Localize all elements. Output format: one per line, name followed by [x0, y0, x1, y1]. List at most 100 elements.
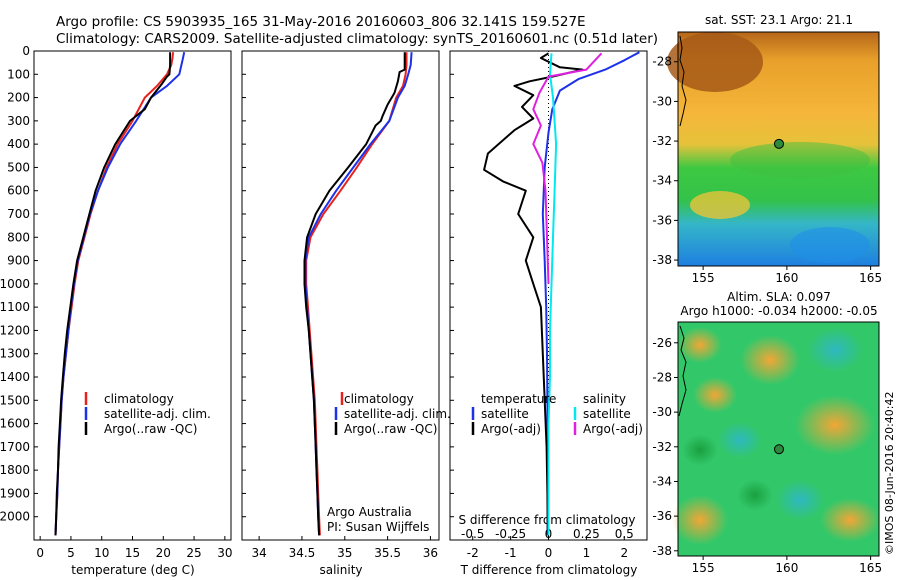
depth-tick-label: 1000: [0, 277, 30, 291]
sla-map-axes: 155 160 165 -26 -28 -30 -32 -34 -36 -38: [652, 336, 882, 575]
sla-warm-blob: [693, 377, 737, 413]
legend-label-climatology: climatology: [104, 392, 174, 406]
difference-x-label: T difference from climatology: [460, 563, 638, 577]
depth-tick-label: 900: [7, 254, 30, 268]
series-line-temperature-argo-adj-: [483, 52, 584, 536]
x-tick-label: 20: [156, 546, 171, 560]
depth-tick-label: 1800: [0, 463, 30, 477]
x-tick-label: 36: [423, 546, 438, 560]
map-x-tick-label: 160: [775, 271, 798, 285]
salinity-x-axis: 34 34.5 35 35.5 36: [251, 536, 438, 560]
sla-warm-blob: [672, 495, 728, 545]
map-y-tick-label: -30: [652, 94, 672, 108]
depth-tick-label: 200: [7, 91, 30, 105]
series-line-salinity-argo-adj-: [532, 52, 603, 284]
sst-map-frame: [677, 31, 880, 267]
x-tick-label: -1: [505, 546, 517, 560]
depth-tick-label: 1300: [0, 347, 30, 361]
series-line-argo-raw-qc-: [303, 52, 406, 536]
depth-tick-label: 1600: [0, 417, 30, 431]
salinity-x-label: salinity: [319, 563, 362, 577]
x-tick-label: 0: [36, 546, 44, 560]
sst-map-title: sat. SST: 23.1 Argo: 21.1: [705, 13, 853, 27]
depth-tick-label: 800: [7, 230, 30, 244]
depth-tick-label: 1100: [0, 300, 30, 314]
sst-coastline: [679, 35, 687, 127]
x-tick-label: 34.5: [289, 546, 316, 560]
pi-label: PI: Susan Wijffels: [327, 520, 429, 534]
depth-tick-label: 300: [7, 114, 30, 128]
sst-warm-patch: [667, 32, 763, 92]
legend-label-sal-argo: Argo(-adj): [583, 422, 643, 436]
map-x-tick-label: 155: [692, 271, 715, 285]
depth-tick-label: 1900: [0, 486, 30, 500]
legend-label-temp-satellite: satellite: [481, 407, 529, 421]
depth-tick-label: 1200: [0, 323, 30, 337]
map-y-tick-label: -32: [652, 134, 672, 148]
series-line-temperature-satellite: [541, 51, 640, 536]
temperature-legend: climatology satellite-adj. clim. Argo(..…: [84, 392, 211, 436]
series-line-salinity-satellite: [547, 53, 558, 536]
legend-label-satellite: satellite-adj. clim.: [344, 407, 451, 421]
depth-axis: 0 100 200 300 400 500 600 700 800 900 1000 1100 1200…: [0, 44, 454, 524]
sst-green-patch: [730, 142, 870, 178]
depth-tick-label: 1700: [0, 440, 30, 454]
sla-map-title-2: Argo h1000: -0.034 h2000: -0.05: [680, 304, 877, 318]
difference-legend: temperature salinity satellite Argo(-adj…: [471, 392, 643, 436]
legend-label-argo: Argo(..raw -QC): [104, 422, 197, 436]
sla-warm-blob: [820, 498, 880, 542]
map-y-tick-label: -26: [652, 336, 672, 350]
map-y-tick-label: -38: [652, 253, 672, 267]
depth-tick-label: 500: [7, 160, 30, 174]
series-line-argo-raw-qc-: [54, 52, 172, 536]
sla-green-blob: [682, 434, 718, 466]
map-y-tick-label: -28: [652, 370, 672, 384]
salinity-plot-frame: [241, 50, 440, 541]
difference-series: [483, 51, 640, 536]
map-y-tick-label: -32: [652, 440, 672, 454]
legend-title-salinity: salinity: [583, 392, 626, 406]
depth-tick-label: 600: [7, 184, 30, 198]
depth-tick-label: 100: [7, 67, 30, 81]
header-line-2: Climatology: CARS2009. Satellite-adjuste…: [56, 31, 658, 47]
map-y-tick-label: -38: [652, 544, 672, 558]
difference-x-axis: -2 -1 0 1 2: [467, 536, 628, 560]
x-tick-label: 35.5: [374, 546, 401, 560]
salinity-difference-x-axis: -0.5 -0.25 0 0.25 0.5: [461, 527, 634, 541]
sst-map-axes: 155 160 165 -28 -30 -32 -34 -36 -38: [652, 55, 882, 285]
x-tick-label: 30: [217, 546, 232, 560]
x-tick-label: 2: [620, 546, 628, 560]
x-tick-label: 25: [186, 546, 201, 560]
legend-title-temperature: temperature: [481, 392, 556, 406]
sla-cool-blob: [776, 480, 824, 520]
copyright-label: ©IMOS 08-Jun-2016 20:40:42: [883, 391, 896, 555]
legend-label-satellite: satellite-adj. clim.: [104, 407, 211, 421]
sla-cool-blob: [718, 422, 762, 458]
map-x-tick-label: 165: [859, 271, 882, 285]
map-y-tick-label: -36: [652, 509, 672, 523]
x-tick-label: -2: [467, 546, 479, 560]
map-x-tick-label: 160: [775, 561, 798, 575]
salinity-legend: climatology satellite-adj. clim. Argo(..…: [334, 392, 451, 436]
temperature-plot-frame: [33, 50, 232, 541]
sdiff-tick-label: -0.5: [461, 527, 484, 541]
map-y-tick-label: -30: [652, 405, 672, 419]
depth-tick-label: 0: [22, 44, 30, 58]
header-line-1: Argo profile: CS 5903935_165 31-May-2016…: [56, 14, 586, 30]
temperature-x-label: temperature (deg C): [71, 563, 194, 577]
x-tick-label: 1: [583, 546, 591, 560]
x-tick-label: 15: [125, 546, 140, 560]
salinity-series: [303, 52, 413, 536]
x-tick-label: 35: [337, 546, 352, 560]
map-y-tick-label: -28: [652, 55, 672, 69]
x-tick-label: 34: [251, 546, 266, 560]
series-line-satellite-adj-clim-: [54, 51, 186, 536]
x-tick-label: 10: [94, 546, 109, 560]
sla-warm-blob: [795, 395, 875, 455]
series-line-satellite-adj-clim-: [304, 52, 413, 536]
sst-map: [667, 31, 880, 267]
depth-tick-label: 700: [7, 207, 30, 221]
sla-map-title-1: Altim. SLA: 0.097: [727, 290, 831, 304]
institution-label: Argo Australia: [327, 505, 412, 519]
sdiff-tick-label: 0.5: [615, 527, 634, 541]
